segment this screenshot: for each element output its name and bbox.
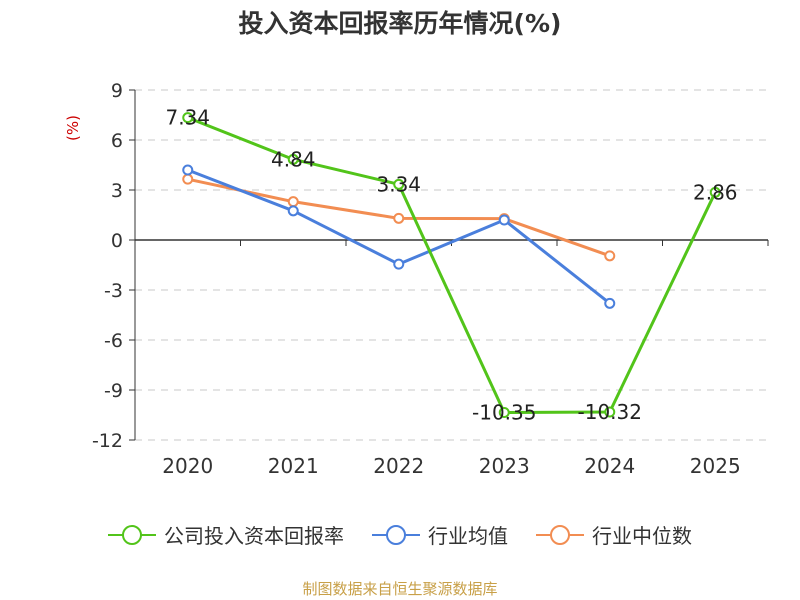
- y-tick-label: -6: [104, 330, 123, 352]
- data-point: [604, 406, 616, 418]
- y-tick-label: -12: [92, 430, 123, 452]
- data-point: [393, 212, 405, 224]
- data-label: 7.34: [165, 106, 210, 130]
- data-point: [287, 205, 299, 217]
- data-label: 4.84: [271, 147, 316, 171]
- x-tick-label: 2021: [268, 454, 319, 478]
- y-tick-label: -3: [104, 280, 123, 302]
- gridlines: [135, 89, 768, 441]
- data-point: [287, 153, 299, 165]
- data-point: [182, 112, 194, 124]
- x-tick-label: 2024: [584, 454, 635, 478]
- x-tick-label: 2022: [373, 454, 424, 478]
- legend-label-company: 公司投入资本回报率: [164, 524, 344, 548]
- series-lines: [182, 112, 721, 418]
- data-labels: 7.34 4.84 3.34 -10.35 -10.32 2.86: [165, 106, 737, 425]
- y-tick-label: 6: [111, 130, 123, 152]
- data-point: [498, 407, 510, 418]
- y-tick-label: 3: [111, 180, 123, 202]
- y-tick-label: 9: [111, 80, 123, 102]
- legend-item-industry-avg[interactable]: 行业均值: [372, 520, 508, 549]
- data-label: 2.86: [693, 180, 738, 204]
- data-point: [393, 258, 405, 270]
- data-point: [182, 173, 194, 185]
- data-label: 3.34: [376, 172, 421, 196]
- x-tick-label: 2020: [162, 454, 213, 478]
- data-point: [393, 178, 405, 190]
- legend: 公司投入资本回报率 行业均值 行业中位数: [0, 520, 800, 549]
- data-point: [709, 186, 721, 198]
- axes: 9 6 3 0 -3 -6 -9 -12 2020 2021 2022 2023 2024 2025: [92, 80, 769, 478]
- data-point: [182, 164, 194, 176]
- data-point: [604, 297, 616, 309]
- legend-item-company[interactable]: 公司投入资本回报率: [108, 520, 344, 549]
- x-tick-label: 2025: [690, 454, 741, 478]
- legend-marker-company: [108, 524, 156, 545]
- chart-title: 投入资本回报率历年情况(%): [238, 9, 562, 38]
- source-note: 制图数据来自恒生聚源数据库: [302, 580, 498, 598]
- data-label: -10.35: [472, 401, 536, 425]
- data-label: -10.32: [578, 400, 642, 424]
- legend-item-industry-median[interactable]: 行业中位数: [536, 520, 692, 549]
- legend-marker-industry-median: [536, 524, 584, 545]
- data-point: [498, 214, 510, 226]
- y-tick-label: 0: [111, 230, 123, 252]
- legend-label-industry-median: 行业中位数: [592, 524, 692, 548]
- series-line: [187, 116, 717, 414]
- legend-label-industry-avg: 行业均值: [428, 524, 508, 548]
- data-point: [287, 196, 299, 208]
- data-point: [604, 250, 616, 262]
- legend-marker-industry-avg: [372, 524, 420, 545]
- y-tick-label: -9: [104, 380, 123, 402]
- y-axis-unit-label: (%): [64, 115, 82, 141]
- x-tick-label: 2023: [479, 454, 530, 478]
